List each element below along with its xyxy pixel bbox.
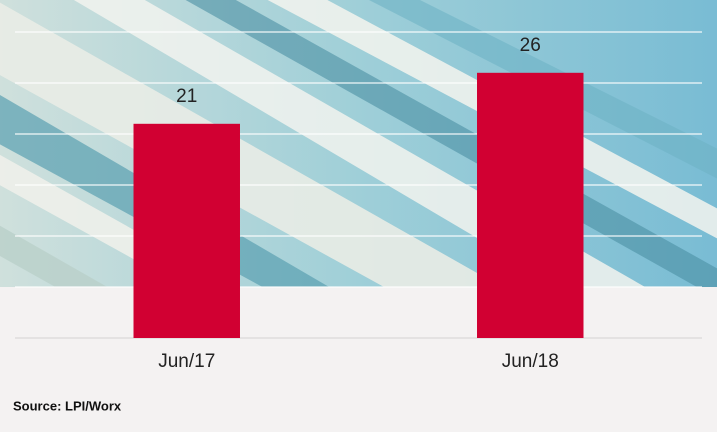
value-label: 21: [176, 86, 197, 107]
bar: [134, 124, 240, 338]
source: Source: LPI/Worx: [13, 398, 122, 413]
bar: [477, 73, 583, 338]
chart: Source: LPI/Worx 21 Jun/17 26 Jun/18: [0, 0, 717, 432]
x-tick-label: Jun/17: [158, 351, 215, 372]
value-label: 26: [520, 35, 541, 56]
x-tick-label: Jun/18: [502, 351, 559, 372]
